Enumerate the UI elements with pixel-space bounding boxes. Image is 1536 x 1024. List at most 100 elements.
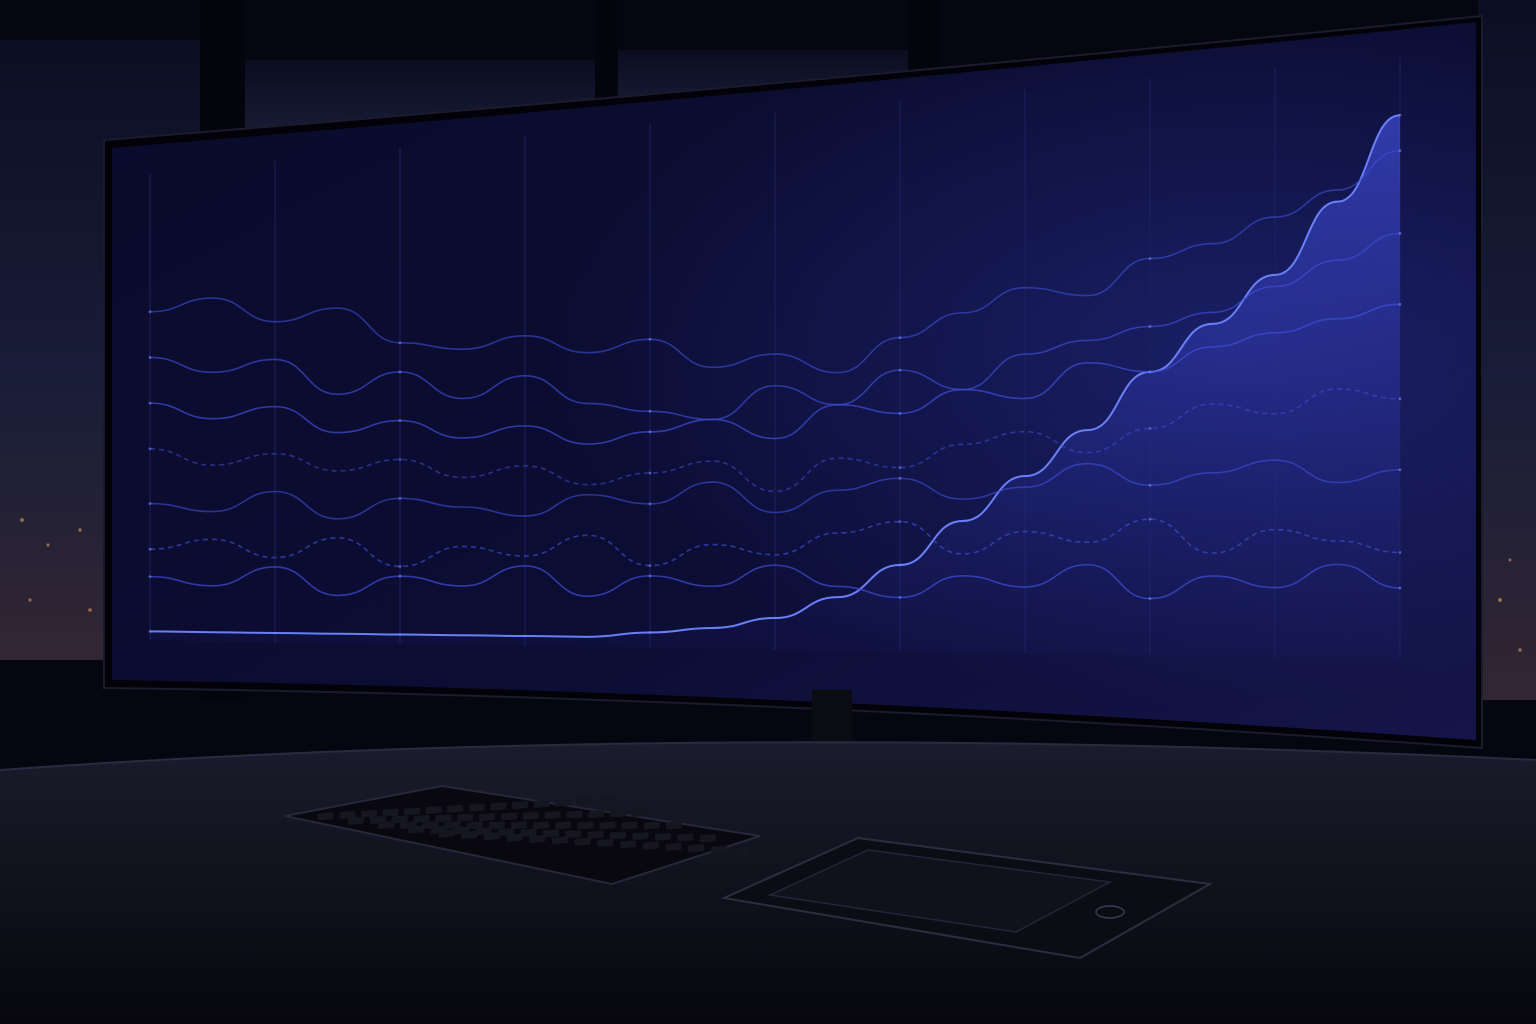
- keyboard-key: [699, 834, 716, 843]
- keyboard-key: [577, 821, 594, 830]
- keyboard-key: [688, 844, 705, 853]
- keyboard-key: [408, 825, 425, 834]
- keyboard-key: [555, 821, 572, 830]
- series-point: [898, 520, 902, 524]
- keyboard-key: [632, 808, 649, 817]
- series-point: [648, 574, 652, 578]
- series-point: [398, 419, 402, 422]
- series-point: [148, 502, 152, 505]
- keyboard-key: [461, 830, 478, 839]
- keyboard-key: [598, 796, 615, 805]
- series-point: [398, 496, 402, 500]
- series-point: [1398, 586, 1402, 590]
- keyboard-key: [413, 814, 430, 823]
- keyboard-key: [733, 846, 750, 855]
- keyboard-key: [654, 832, 671, 841]
- keyboard-key: [710, 845, 727, 854]
- keyboard-key: [347, 816, 364, 825]
- series-point: [1398, 232, 1402, 235]
- keyboard-key: [565, 830, 582, 839]
- desk-edge: [0, 741, 1536, 771]
- series-point: [148, 401, 152, 405]
- series-point: [898, 368, 902, 372]
- keyboard-key: [317, 812, 334, 821]
- keyboard-key: [533, 799, 550, 808]
- keyboard-key: [621, 821, 638, 830]
- keyboard-key: [542, 829, 559, 838]
- series-line-1: [149, 149, 1401, 374]
- series-point: [898, 476, 902, 480]
- keyboard-key: [391, 815, 408, 824]
- keyboard-key: [404, 807, 421, 816]
- keyboard-key: [566, 810, 583, 819]
- keyboard-key: [665, 821, 682, 830]
- series-point: [1398, 468, 1402, 472]
- series-point: [648, 409, 652, 413]
- series-point: [1148, 325, 1152, 328]
- series-point: [148, 630, 152, 633]
- keyboard-key: [555, 798, 572, 807]
- series-point: [898, 412, 902, 415]
- keyboard-key: [610, 809, 627, 818]
- series-area: [150, 115, 1400, 659]
- keyboard-key: [642, 841, 659, 850]
- series-line-7: [149, 563, 1401, 600]
- series-point: [1398, 302, 1402, 306]
- series-point: [1398, 551, 1402, 554]
- keyboard-key: [483, 832, 500, 841]
- keyboard-key: [665, 842, 682, 851]
- series-point: [1148, 597, 1152, 600]
- series-point: [898, 466, 902, 469]
- series-point: [1148, 427, 1152, 430]
- keyboard-key: [533, 821, 550, 830]
- series-point: [398, 633, 402, 636]
- series-point: [1148, 483, 1152, 487]
- keyboard-key: [447, 804, 464, 813]
- series-point: [148, 447, 152, 451]
- keyboard-key: [479, 813, 496, 821]
- drawing-tablet-icon[interactable]: [720, 836, 1214, 960]
- keyboard-key: [620, 840, 637, 849]
- series-point: [148, 547, 152, 551]
- keyboard-key: [360, 809, 377, 818]
- series-point: [398, 565, 402, 568]
- series-point: [148, 310, 152, 314]
- series-point: [1398, 397, 1402, 401]
- keyboard-icon[interactable]: [284, 784, 761, 886]
- keyboard-key: [587, 830, 604, 839]
- keyboard-key: [529, 834, 546, 843]
- keyboard-key: [438, 829, 455, 838]
- series-point: [648, 337, 652, 341]
- keyboard-key: [497, 828, 514, 836]
- keyboard-key: [522, 811, 539, 820]
- series-point: [648, 564, 652, 567]
- keyboard-key: [588, 810, 605, 818]
- series-point: [398, 370, 402, 374]
- series-point: [398, 341, 402, 345]
- keyboard-key: [435, 814, 452, 823]
- series-point: [148, 575, 152, 579]
- keyboard-key: [597, 838, 614, 847]
- series-point: [1148, 517, 1152, 521]
- keyboard-key: [488, 821, 505, 830]
- keyboard-key: [339, 811, 356, 820]
- keyboard-key: [444, 821, 461, 830]
- series-point: [648, 430, 652, 434]
- keyboard-key: [544, 811, 561, 820]
- series-point: [648, 631, 652, 634]
- keyboard-key: [378, 821, 395, 829]
- series-line-2: [149, 232, 1401, 421]
- series-line-3: [149, 303, 1401, 445]
- series-point: [1148, 370, 1152, 374]
- series-point: [1398, 113, 1402, 117]
- keyboard-key: [511, 801, 528, 810]
- window-right: [1478, 0, 1536, 700]
- series-point: [898, 336, 902, 340]
- series-point: [898, 563, 902, 567]
- keyboard-key: [599, 821, 616, 830]
- series-point: [148, 356, 152, 359]
- series-point: [648, 502, 652, 506]
- keyboard-key: [576, 797, 593, 806]
- series-point: [648, 471, 652, 475]
